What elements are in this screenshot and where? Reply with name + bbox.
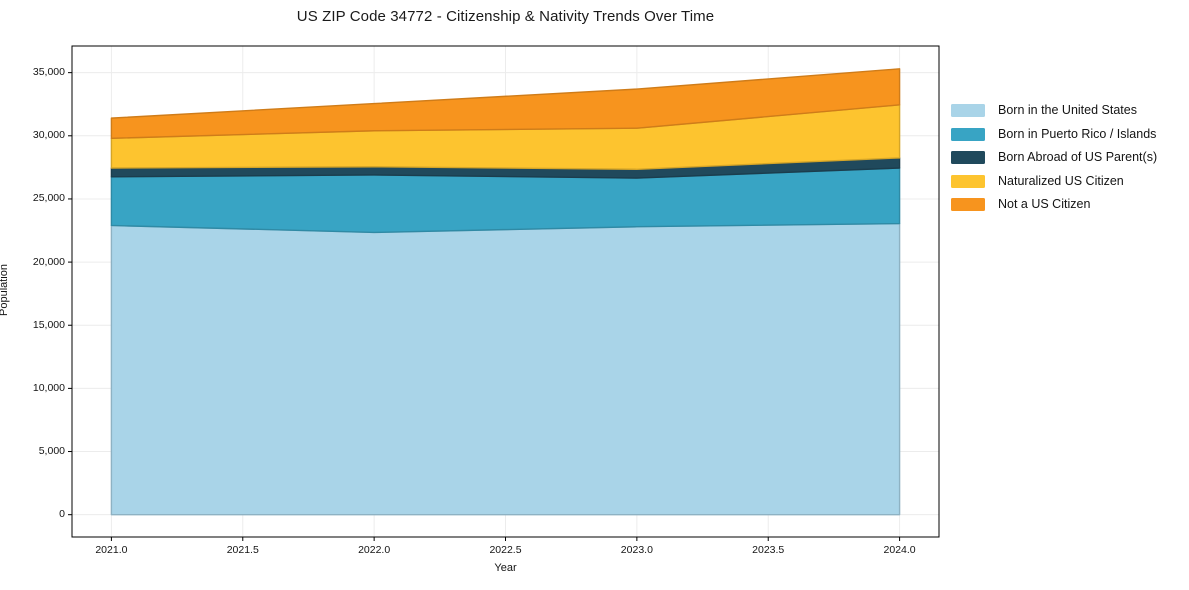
x-tick-label: 2023.0 xyxy=(620,544,653,556)
legend-label: Born Abroad of US Parent(s) xyxy=(998,150,1158,165)
y-axis-label: Population xyxy=(0,264,10,316)
x-tick-label: 2023.5 xyxy=(752,544,785,556)
legend-label: Born in Puerto Rico / Islands xyxy=(998,126,1157,141)
y-tick-label: 10,000 xyxy=(32,381,65,394)
legend: Born in the United States Born in Puerto … xyxy=(951,104,1157,211)
y-tick-label: 0 xyxy=(59,508,65,521)
legend-swatch xyxy=(951,198,985,211)
x-tick-label: 2021.5 xyxy=(226,544,259,556)
chart-title: US ZIP Code 34772 - Citizenship & Nativi… xyxy=(296,8,715,25)
area-series xyxy=(110,222,901,516)
legend-swatch xyxy=(951,151,985,164)
y-tick-label: 5,000 xyxy=(38,445,65,458)
legend-label: Not a US Citizen xyxy=(998,197,1091,212)
area-series xyxy=(110,68,901,140)
x-tick-label: 2024.0 xyxy=(883,544,916,556)
x-tick-label: 2021.0 xyxy=(95,544,128,556)
legend-item: Naturalized US Citizen xyxy=(951,173,1157,188)
x-tick-label: 2022.5 xyxy=(489,544,522,556)
y-tick-label: 30,000 xyxy=(32,129,65,142)
legend-swatch xyxy=(951,174,985,188)
legend-item: Born Abroad of US Parent(s) xyxy=(951,151,1157,164)
area-series xyxy=(110,167,901,234)
legend-item: Born in the United States xyxy=(951,104,1157,117)
y-tick-label: 25,000 xyxy=(32,192,65,205)
y-tick-label: 15,000 xyxy=(32,318,65,331)
legend-label: Born in the United States xyxy=(998,103,1137,118)
legend-label: Naturalized US Citizen xyxy=(998,173,1124,188)
x-axis-label: Year xyxy=(494,562,517,574)
y-tick-label: 35,000 xyxy=(32,66,65,79)
legend-swatch xyxy=(951,104,985,117)
y-tick-label: 20,000 xyxy=(32,255,65,268)
legend-item: Born in Puerto Rico / Islands xyxy=(951,126,1157,141)
legend-swatch xyxy=(951,127,985,141)
x-tick-label: 2022.0 xyxy=(358,544,391,556)
legend-item: Not a US Citizen xyxy=(951,198,1157,211)
